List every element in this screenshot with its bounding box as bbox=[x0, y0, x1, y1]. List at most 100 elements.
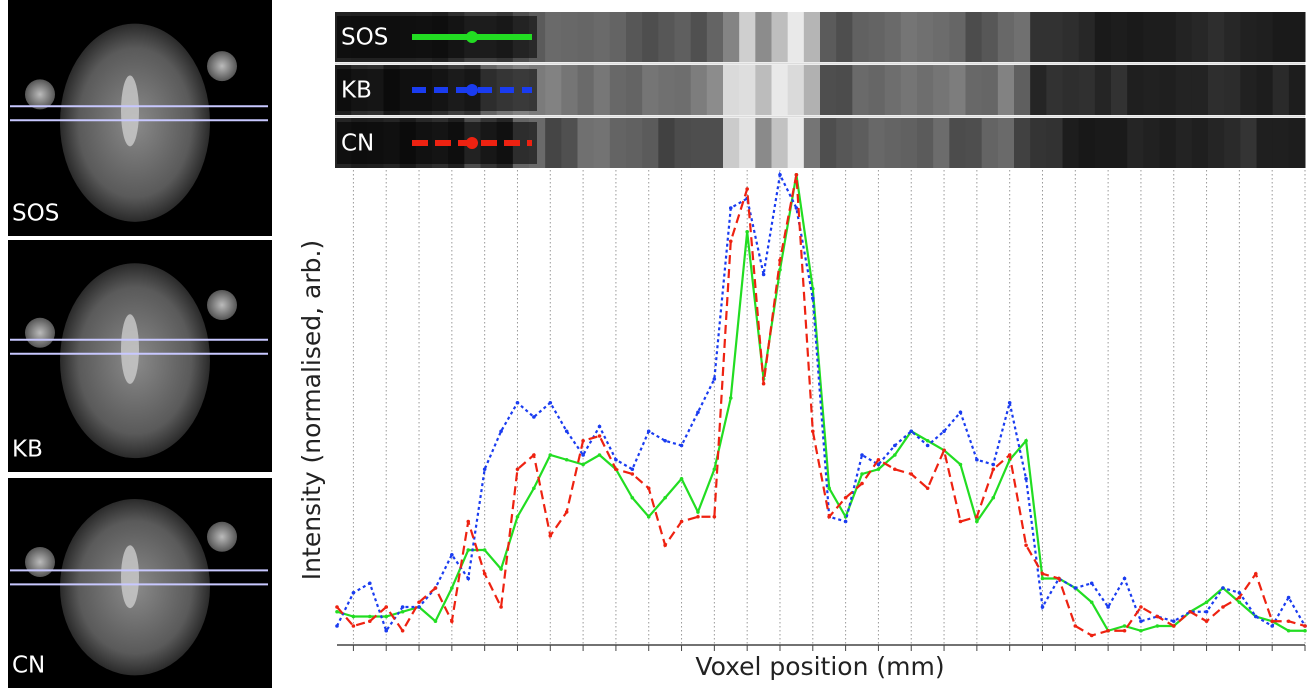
data-point bbox=[450, 586, 454, 590]
strip-cell bbox=[561, 118, 578, 168]
data-point bbox=[1286, 628, 1291, 633]
ventricle bbox=[121, 545, 139, 609]
data-point bbox=[1040, 571, 1045, 576]
strip-cell bbox=[1062, 12, 1080, 62]
data-point bbox=[696, 410, 700, 415]
strip-cell bbox=[884, 12, 902, 62]
marker-blob bbox=[25, 317, 55, 348]
data-point bbox=[1040, 576, 1045, 581]
strip-cell bbox=[642, 65, 659, 115]
data-point bbox=[1303, 628, 1307, 633]
data-point bbox=[696, 510, 700, 514]
legend-label: SOS bbox=[341, 25, 388, 51]
strip-cell bbox=[884, 65, 902, 115]
data-point bbox=[1106, 605, 1110, 609]
strip-cell bbox=[981, 118, 999, 168]
strip-cell bbox=[642, 12, 659, 62]
data-point bbox=[663, 543, 667, 548]
strip-cell bbox=[1175, 65, 1193, 115]
strip-cell bbox=[884, 118, 902, 168]
data-point bbox=[1270, 619, 1274, 624]
strip-cell bbox=[820, 118, 837, 168]
data-point bbox=[1122, 628, 1127, 633]
data-point bbox=[400, 609, 405, 614]
data-point bbox=[499, 429, 503, 434]
data-point bbox=[1171, 624, 1176, 628]
strip-cell bbox=[917, 65, 934, 115]
data-point bbox=[778, 258, 782, 263]
strip-cell bbox=[1288, 12, 1306, 62]
marker-blob bbox=[207, 289, 237, 320]
ventricle bbox=[121, 75, 139, 147]
strip-cell bbox=[900, 12, 918, 62]
data-point bbox=[630, 472, 635, 476]
data-point bbox=[893, 453, 897, 457]
marker-blob bbox=[207, 51, 237, 82]
data-point bbox=[876, 467, 881, 472]
data-point bbox=[1024, 438, 1028, 443]
strip-cell bbox=[1062, 118, 1080, 168]
strip-cell bbox=[868, 65, 886, 115]
strip-cell bbox=[723, 65, 740, 115]
data-point bbox=[351, 624, 356, 628]
strip-cell bbox=[1143, 118, 1160, 168]
strip-cell bbox=[1046, 12, 1063, 62]
strip-cell bbox=[1078, 12, 1096, 62]
strip-cell bbox=[820, 65, 837, 115]
data-point bbox=[712, 467, 717, 472]
strip-cell bbox=[658, 118, 675, 168]
strip-cell bbox=[1127, 65, 1144, 115]
data-point bbox=[942, 429, 946, 434]
strip-cell bbox=[1208, 118, 1225, 168]
data-point bbox=[810, 296, 815, 301]
strip-cell bbox=[900, 65, 918, 115]
strip-cell bbox=[1030, 65, 1047, 115]
strip-cell bbox=[1175, 118, 1193, 168]
data-point bbox=[351, 590, 356, 595]
strip-cell bbox=[1272, 65, 1290, 115]
data-point bbox=[728, 396, 733, 400]
data-point bbox=[975, 457, 979, 462]
strip-cell bbox=[852, 118, 869, 168]
strip-cell bbox=[1111, 118, 1128, 168]
strip-cell bbox=[1191, 65, 1209, 115]
data-point bbox=[1188, 609, 1192, 614]
strip-cell bbox=[1143, 65, 1160, 115]
strip-cell bbox=[658, 12, 675, 62]
strip-cell bbox=[917, 12, 934, 62]
data-point bbox=[548, 400, 553, 405]
data-point bbox=[745, 229, 749, 234]
strip-cell bbox=[1288, 65, 1306, 115]
image-panels: SOS KB CN bbox=[8, 0, 272, 688]
strip-cell bbox=[1062, 65, 1080, 115]
data-point bbox=[958, 410, 963, 415]
data-point bbox=[335, 605, 339, 609]
strip-cell bbox=[706, 118, 724, 168]
strip-cell bbox=[545, 12, 562, 62]
strip-cell bbox=[836, 12, 853, 62]
data-point bbox=[679, 519, 684, 524]
strip-cell bbox=[965, 65, 983, 115]
data-point bbox=[794, 172, 799, 177]
strip-cell bbox=[933, 12, 950, 62]
data-point bbox=[1204, 600, 1209, 605]
strip-cell bbox=[577, 65, 595, 115]
data-point bbox=[679, 476, 684, 481]
strip-cell bbox=[981, 65, 999, 115]
data-point bbox=[696, 514, 700, 519]
data-point bbox=[810, 429, 815, 434]
data-point bbox=[876, 457, 881, 462]
data-point bbox=[958, 519, 963, 524]
data-point bbox=[827, 514, 832, 519]
strip-cell bbox=[965, 118, 983, 168]
strip-cell bbox=[803, 65, 821, 115]
legend-marker bbox=[466, 31, 478, 43]
strip-cell bbox=[803, 12, 821, 62]
data-point bbox=[384, 628, 389, 633]
strip-cell bbox=[545, 65, 562, 115]
data-point bbox=[433, 586, 438, 590]
strip-cell bbox=[1014, 65, 1031, 115]
data-point bbox=[515, 400, 520, 405]
strip-cell bbox=[739, 65, 756, 115]
data-point bbox=[1286, 619, 1291, 624]
